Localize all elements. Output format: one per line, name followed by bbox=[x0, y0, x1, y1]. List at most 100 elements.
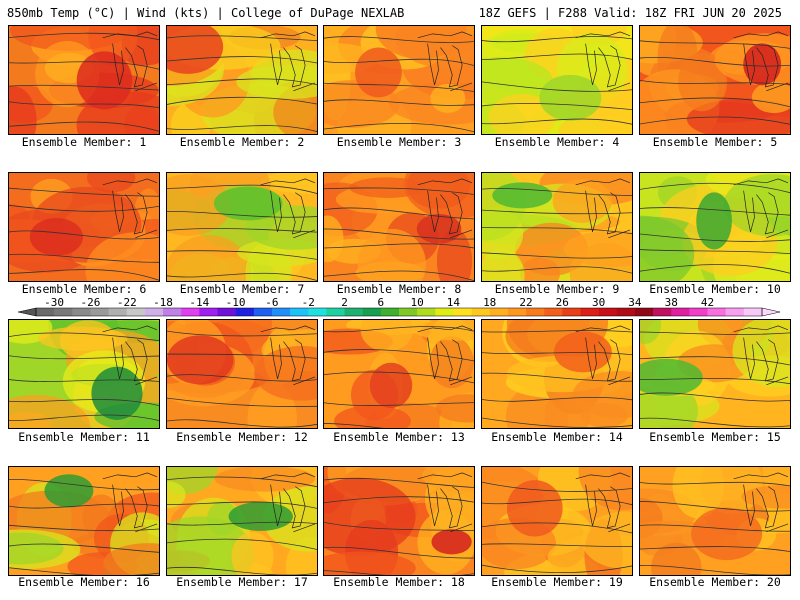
colorbar-low-arrow bbox=[17, 307, 37, 317]
ensemble-member-label: Ensemble Member: 12 bbox=[176, 430, 308, 444]
ensemble-member-label: Ensemble Member: 5 bbox=[652, 135, 778, 149]
header-valid-time: 18Z GEFS | F288 Valid: 18Z FRI JUN 20 20… bbox=[478, 6, 782, 20]
colorbar-tick-label: 34 bbox=[628, 296, 642, 309]
ensemble-member-map-7 bbox=[166, 172, 318, 282]
ensemble-member-label: Ensemble Member: 18 bbox=[333, 575, 465, 589]
colorbar-tick-label: 38 bbox=[665, 296, 678, 309]
colorbar-swatch bbox=[689, 308, 708, 316]
ensemble-member-map-8 bbox=[323, 172, 475, 282]
colorbar-swatch bbox=[399, 308, 418, 316]
ensemble-member-map-18 bbox=[323, 466, 475, 576]
ensemble-member-label: Ensemble Member: 11 bbox=[18, 430, 150, 444]
colorbar-graphic: -30 -26 -22 -18 -14 -10 -6 -2 2 6 10 14 18 22 26 30 34 38… bbox=[17, 296, 781, 317]
colorbar-swatch bbox=[743, 308, 763, 316]
ensemble-member-label: Ensemble Member: 3 bbox=[336, 135, 462, 149]
colorbar-swatch bbox=[435, 308, 454, 316]
colorbar-swatch bbox=[453, 308, 472, 316]
ensemble-member-map-17 bbox=[166, 466, 318, 576]
colorbar-tick-label: 26 bbox=[556, 296, 569, 309]
colorbar-swatch bbox=[507, 308, 527, 316]
colorbar-swatch bbox=[326, 308, 345, 316]
colorbar-swatch bbox=[671, 308, 690, 316]
colorbar-swatch bbox=[580, 308, 599, 316]
colorbar-tick-label: 18 bbox=[483, 296, 496, 309]
colorbar-swatch bbox=[217, 308, 236, 316]
colorbar-swatch bbox=[634, 308, 654, 316]
colorbar-swatch bbox=[380, 308, 400, 316]
colorbar-swatch bbox=[36, 308, 55, 316]
ensemble-member-label: Ensemble Member: 2 bbox=[179, 135, 305, 149]
colorbar-swatch bbox=[707, 308, 726, 316]
ensemble-member-label: Ensemble Member: 4 bbox=[494, 135, 620, 149]
ensemble-member-map-4 bbox=[481, 25, 633, 135]
header-title: 850mb Temp (°C) | Wind (kts) | College o… bbox=[7, 6, 405, 20]
temperature-colorbar: -30 -26 -22 -18 -14 -10 -6 -2 2 6 10 14 18 22 26 30 34 38… bbox=[0, 296, 800, 320]
colorbar-tick-label: 6 bbox=[377, 296, 384, 309]
colorbar-tick-label: -22 bbox=[117, 296, 137, 309]
ensemble-member-label: Ensemble Member: 19 bbox=[491, 575, 623, 589]
colorbar-tick-label: 42 bbox=[701, 296, 714, 309]
colorbar-swatch bbox=[598, 308, 618, 316]
colorbar-tick-label: 22 bbox=[519, 296, 532, 309]
colorbar-swatch bbox=[126, 308, 146, 316]
colorbar-swatch bbox=[417, 308, 436, 316]
ensemble-member-map-9 bbox=[481, 172, 633, 282]
ensemble-member-map-15 bbox=[639, 319, 791, 429]
colorbar-swatch bbox=[471, 308, 491, 316]
ensemble-member-label: Ensemble Member: 16 bbox=[18, 575, 150, 589]
colorbar-swatch bbox=[308, 308, 327, 316]
ensemble-member-map-6 bbox=[8, 172, 160, 282]
colorbar-tick-label: -26 bbox=[80, 296, 100, 309]
ensemble-member-label: Ensemble Member: 20 bbox=[649, 575, 781, 589]
colorbar-swatch bbox=[616, 308, 636, 316]
ensemble-member-label: Ensemble Member: 13 bbox=[333, 430, 465, 444]
colorbar-swatch bbox=[290, 308, 309, 316]
colorbar-swatch bbox=[144, 308, 164, 316]
ensemble-member-map-12 bbox=[166, 319, 318, 429]
ensemble-member-map-14 bbox=[481, 319, 633, 429]
colorbar-swatch bbox=[526, 308, 545, 316]
ensemble-member-map-10 bbox=[639, 172, 791, 282]
colorbar-tick-label: -30 bbox=[44, 296, 64, 309]
colorbar-tick-label: 14 bbox=[447, 296, 461, 309]
colorbar-swatch bbox=[562, 308, 581, 316]
colorbar-high-arrow bbox=[761, 307, 781, 317]
ensemble-member-map-13 bbox=[323, 319, 475, 429]
ensemble-member-label: Ensemble Member: 8 bbox=[336, 282, 462, 296]
colorbar-swatch bbox=[54, 308, 73, 316]
colorbar-swatch bbox=[108, 308, 128, 316]
ensemble-member-map-5 bbox=[639, 25, 791, 135]
ensemble-member-label: Ensemble Member: 15 bbox=[649, 430, 781, 444]
colorbar-tick-label: -18 bbox=[153, 296, 173, 309]
colorbar-swatch bbox=[489, 308, 509, 316]
ensemble-member-label: Ensemble Member: 17 bbox=[176, 575, 308, 589]
colorbar-swatch bbox=[90, 308, 109, 316]
ensemble-member-label: Ensemble Member: 9 bbox=[494, 282, 620, 296]
colorbar-swatch bbox=[653, 308, 672, 316]
ensemble-member-label: Ensemble Member: 10 bbox=[649, 282, 781, 296]
colorbar-swatch bbox=[72, 308, 91, 316]
colorbar-tick-label: -2 bbox=[302, 296, 315, 309]
colorbar-tick-label: -14 bbox=[189, 296, 209, 309]
colorbar-swatch bbox=[253, 308, 273, 316]
colorbar-tick-label: 2 bbox=[341, 296, 348, 309]
colorbar-tick-label: -10 bbox=[226, 296, 246, 309]
colorbar-swatch bbox=[362, 308, 382, 316]
ensemble-member-map-11 bbox=[8, 319, 160, 429]
ensemble-member-map-3 bbox=[323, 25, 475, 135]
ensemble-member-map-20 bbox=[639, 466, 791, 576]
colorbar-tick-label: 10 bbox=[410, 296, 423, 309]
colorbar-tick-label: 30 bbox=[592, 296, 605, 309]
colorbar-swatch bbox=[199, 308, 218, 316]
ensemble-member-map-16 bbox=[8, 466, 160, 576]
colorbar-swatch bbox=[181, 308, 200, 316]
ensemble-member-label: Ensemble Member: 14 bbox=[491, 430, 623, 444]
ensemble-member-map-2 bbox=[166, 25, 318, 135]
colorbar-swatch bbox=[235, 308, 255, 316]
colorbar-swatch bbox=[725, 308, 745, 316]
ensemble-member-map-19 bbox=[481, 466, 633, 576]
colorbar-tick-label: -6 bbox=[265, 296, 278, 309]
colorbar-swatch bbox=[271, 308, 291, 316]
ensemble-member-label: Ensemble Member: 7 bbox=[179, 282, 305, 296]
colorbar-swatch bbox=[163, 308, 182, 316]
